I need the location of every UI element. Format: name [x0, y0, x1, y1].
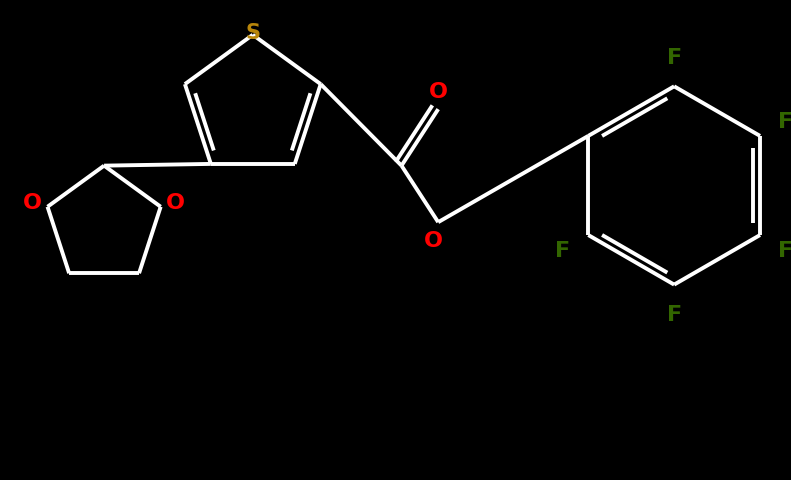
- Text: F: F: [778, 112, 791, 132]
- Text: O: O: [424, 230, 443, 251]
- Text: F: F: [555, 240, 570, 260]
- Text: F: F: [667, 305, 682, 324]
- Text: F: F: [667, 48, 682, 68]
- Text: O: O: [166, 192, 185, 212]
- Text: O: O: [429, 82, 448, 102]
- Text: F: F: [778, 240, 791, 260]
- Text: O: O: [23, 192, 42, 212]
- Text: S: S: [245, 23, 260, 43]
